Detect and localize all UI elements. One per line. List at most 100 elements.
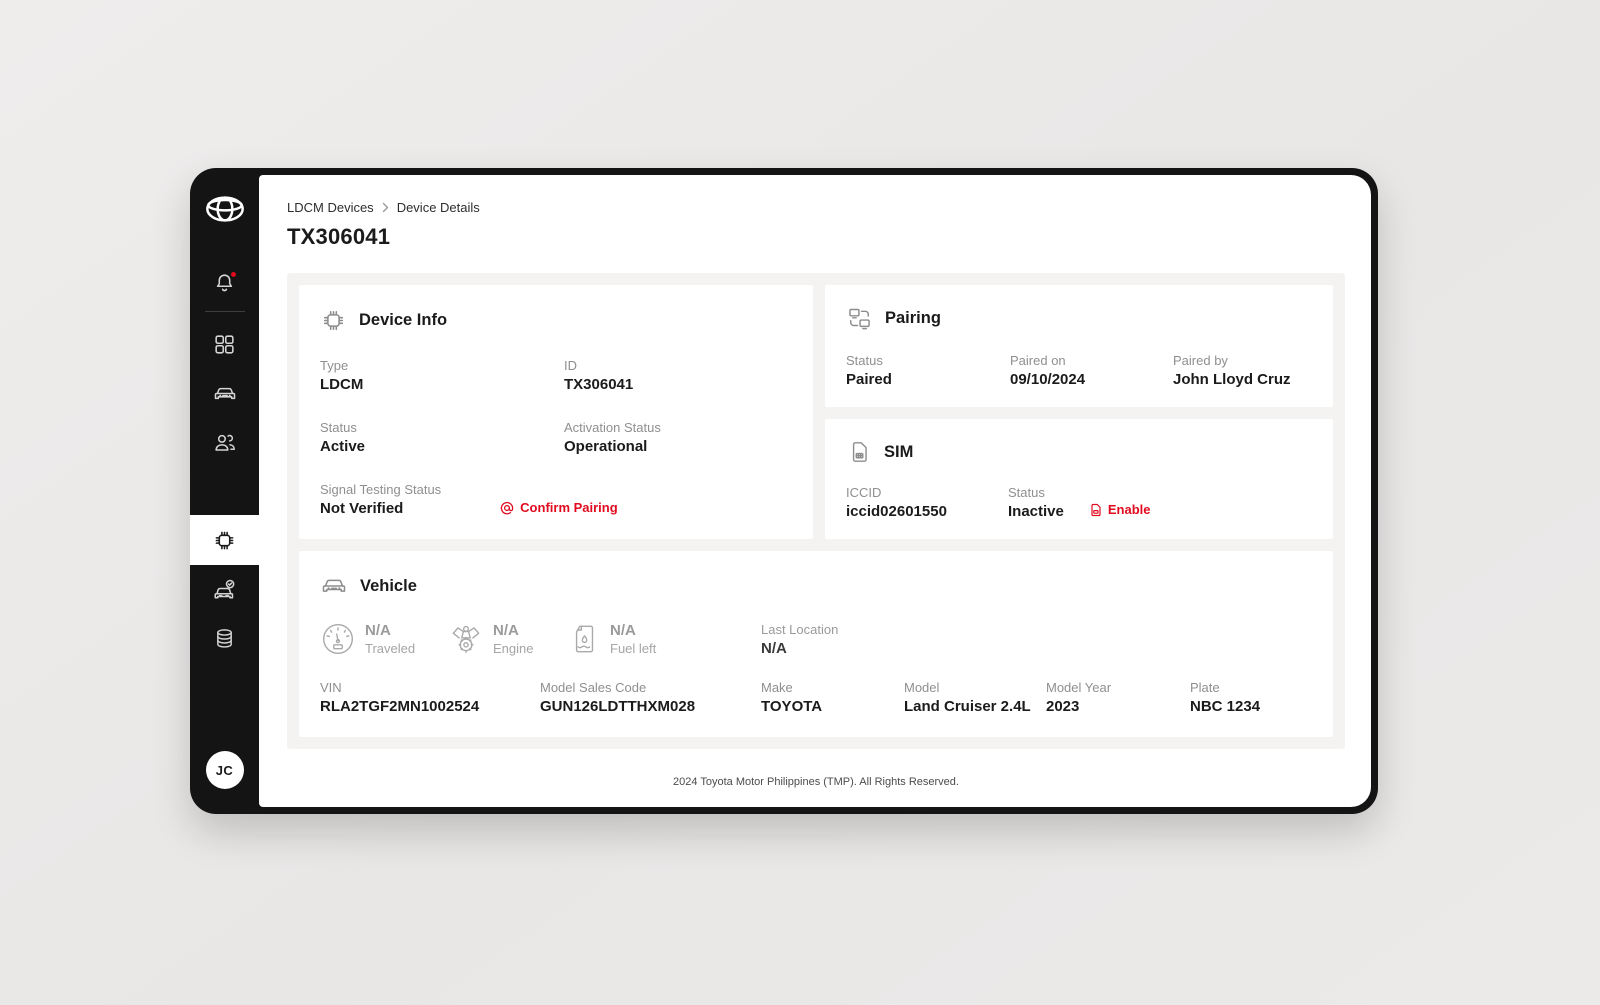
stat-engine: N/A Engine [448,621,567,657]
sim-small-icon [1091,503,1101,516]
pairing-card: Pairing Status Paired Paired on 09/10/20… [825,285,1333,407]
field-value: Inactive [1008,503,1064,520]
car-check-icon [213,579,234,599]
bell-icon [216,274,233,292]
field-value: 09/10/2024 [1010,371,1086,388]
field-last-location: Last Location N/A [761,622,838,657]
grid-icon [215,335,234,354]
field-label: Model [904,680,940,695]
car-front-icon [322,579,346,592]
field-model: Model Land Cruiser 2.4L [904,680,1046,715]
footer-copyright: 2024 Toyota Motor Philippines (TMP). All… [673,776,959,788]
confirm-pairing-button[interactable]: Confirm Pairing [500,500,618,515]
field-value: TOYOTA [761,698,823,715]
card-title: SIM [884,442,914,461]
field-type: Type LDCM [320,358,564,393]
sidebar-item-notifications[interactable] [190,258,259,307]
stat-value: N/A [493,622,519,639]
sidebar-item-dashboard[interactable] [190,320,259,369]
sidebar: JC [190,168,259,814]
sidebar-item-ldcm-devices[interactable] [190,515,259,565]
breadcrumb-parent[interactable]: LDCM Devices [287,200,374,215]
stat-value: N/A [610,622,636,639]
field-iccid: ICCID iccid02601550 [846,485,1008,520]
field-label: ID [564,358,577,373]
chip-icon [215,531,234,549]
field-label: Paired on [1010,353,1066,368]
car-icon [214,387,235,399]
field-status: Status Active [320,420,564,455]
field-label: Status [846,353,883,368]
sim-icon [852,442,867,462]
field-value: LDCM [320,376,364,393]
field-label: Make [761,680,793,695]
field-pairing-status: Status Paired [846,353,1010,388]
enable-sim-label: Enable [1107,502,1151,517]
device-info-card: Device Info Type LDCM ID TX306041 Status [299,285,813,539]
app-frame: JC LDCM Devices Device Details TX306041 [190,168,1378,814]
field-label: Signal Testing Status [320,482,442,497]
field-value: John Lloyd Cruz [1173,371,1291,388]
sidebar-item-vehicles[interactable] [190,369,259,418]
field-label: VIN [320,680,342,695]
sidebar-divider [204,311,245,312]
page-title: TX306041 [287,224,391,249]
speedometer-icon [323,624,353,654]
stat-label: Fuel left [610,641,657,656]
sidebar-item-users[interactable] [190,418,259,467]
field-value: TX306041 [564,376,634,393]
field-activation-status: Activation Status Operational [564,420,792,455]
sidebar-item-vehicle-approval[interactable] [190,565,259,614]
enable-sim-button[interactable]: Enable [1089,502,1151,517]
breadcrumb-current: Device Details [396,200,480,215]
field-label: Plate [1190,680,1220,695]
chevron-right-icon [382,202,389,213]
user-avatar[interactable]: JC [205,751,244,789]
field-label: Status [320,420,357,435]
field-label: Type [320,358,349,373]
field-signal-testing-status: Signal Testing Status Not Verified [320,482,441,517]
field-value: iccid02601550 [846,503,947,520]
details-panel: Device Info Type LDCM ID TX306041 Status [287,273,1345,749]
field-label: Last Location [761,621,839,637]
breadcrumb: LDCM Devices Device Details [287,200,1345,215]
field-label: Status [1008,485,1045,500]
toyota-logo [205,168,245,228]
field-vin: VIN RLA2TGF2MN1002524 [320,680,540,715]
field-value: Land Cruiser 2.4L [904,698,1031,715]
field-id: ID TX306041 [564,358,792,393]
sidebar-item-data[interactable] [190,614,259,663]
field-value: RLA2TGF2MN1002524 [320,698,480,715]
chip-icon [323,310,344,331]
field-label: Model Sales Code [540,680,647,695]
field-label: Paired by [1173,353,1228,368]
field-plate: Plate NBC 1234 [1190,680,1333,715]
stat-fuel: N/A Fuel left [567,621,761,657]
stat-label: Engine [493,641,534,656]
field-sim-status: Status Inactive [1008,485,1064,520]
field-paired-by: Paired by John Lloyd Cruz [1173,353,1312,388]
main-content: LDCM Devices Device Details TX306041 Dev… [259,175,1371,807]
card-title: Pairing [885,309,941,327]
field-model-sales-code: Model Sales Code GUN126LDTTHXM028 [540,680,761,715]
field-label: ICCID [846,485,882,500]
card-title: Device Info [359,311,448,329]
users-icon [214,434,235,451]
confirm-pairing-label: Confirm Pairing [520,500,618,515]
field-value: GUN126LDTTHXM028 [540,698,696,715]
sim-card: SIM ICCID iccid02601550 Status Inactive [825,419,1333,539]
stat-label: Traveled [365,641,416,656]
fuel-can-icon [575,625,594,653]
card-title: Vehicle [360,576,417,595]
notification-badge [229,270,238,279]
engine-icon [452,625,480,653]
database-icon [217,629,232,648]
field-value: NBC 1234 [1190,698,1261,715]
field-model-year: Model Year 2023 [1046,680,1190,715]
field-value: 2023 [1046,698,1080,715]
field-make: Make TOYOTA [761,680,904,715]
field-label: Model Year [1046,680,1112,695]
vehicle-card: Vehicle N/A Traveled [299,551,1333,737]
field-paired-on: Paired on 09/10/2024 [1010,353,1173,388]
stat-traveled: N/A Traveled [320,621,448,657]
